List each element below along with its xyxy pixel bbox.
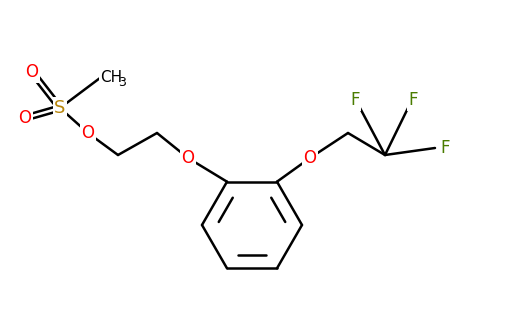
Text: O: O xyxy=(181,149,195,167)
Text: F: F xyxy=(350,91,360,109)
Text: CH: CH xyxy=(100,70,122,85)
Text: O: O xyxy=(26,63,38,81)
Text: S: S xyxy=(54,99,66,117)
Text: O: O xyxy=(18,109,32,127)
Text: 3: 3 xyxy=(118,76,126,88)
Text: F: F xyxy=(408,91,418,109)
Text: F: F xyxy=(440,139,450,157)
Text: O: O xyxy=(304,149,316,167)
Text: O: O xyxy=(81,124,95,142)
